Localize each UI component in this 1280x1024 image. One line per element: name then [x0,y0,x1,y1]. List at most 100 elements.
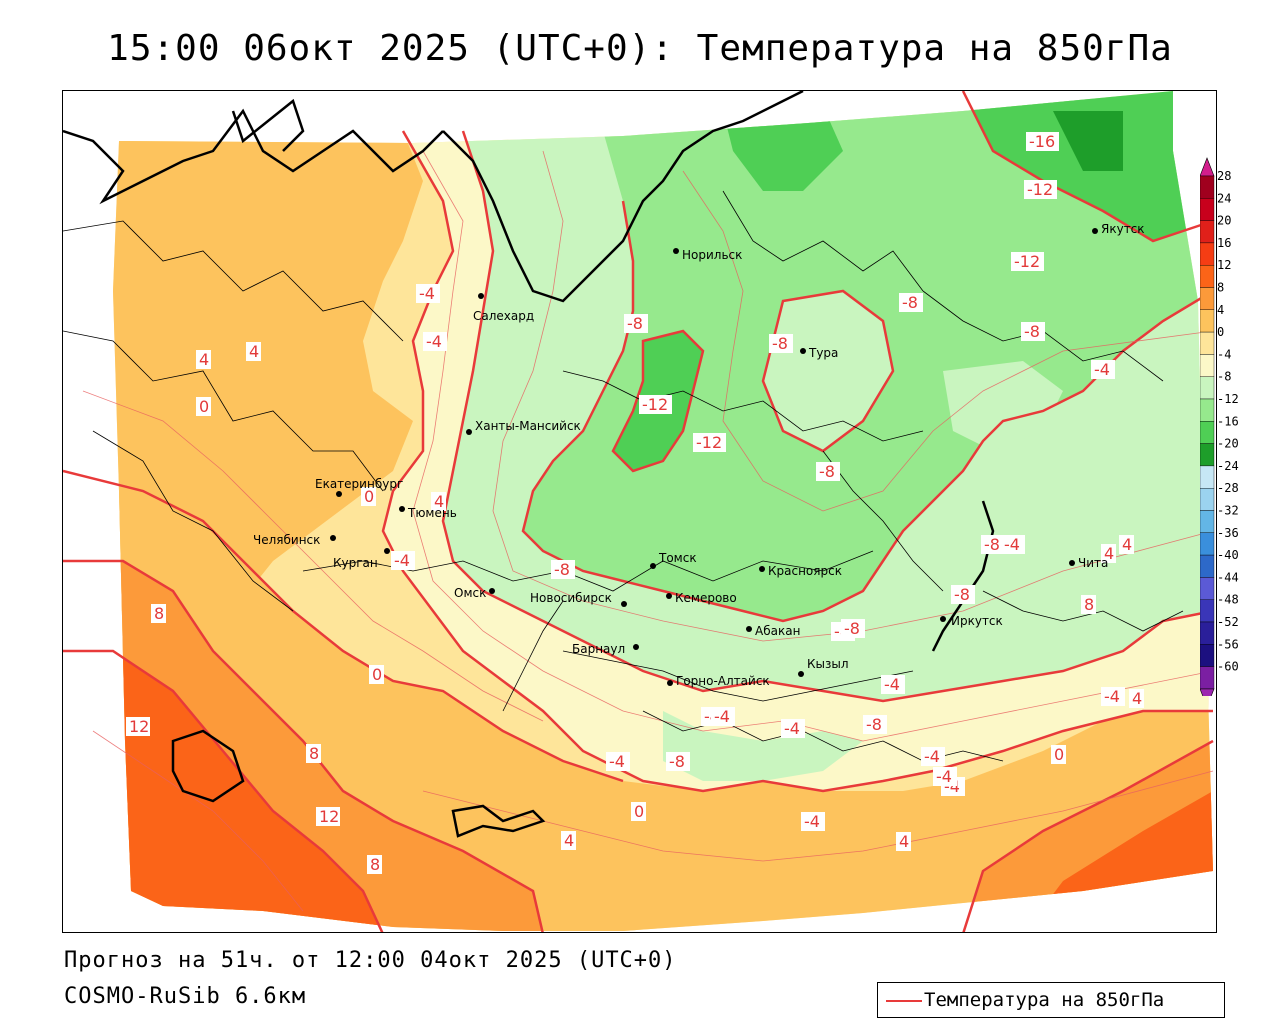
colorbar-swatch [1200,532,1215,556]
colorbar-swatch [1200,175,1215,199]
isotherm-label-bg [196,397,211,416]
isotherm-label-bg [933,767,957,786]
colorbar-swatch [1200,488,1215,511]
isotherm-label: -4 [784,719,800,738]
isotherm-label: 4 [1122,535,1132,554]
city-label: Норильск [682,248,742,262]
isotherm-label: -8 [554,560,570,579]
legend: Температура на 850гПа [877,982,1225,1018]
city-label: Омск [454,586,486,600]
city-dot [633,644,639,650]
isotherm-label: -4 [1004,535,1020,554]
isotherm-label-bg [606,752,630,771]
color-scale: 28 24 20 16 12 8 4 0 -4 -8 -12 -16 -20 -24 -28 -32 -36 -4… [1200,157,1239,696]
temperature-map[interactable]: -16-12-12-8-8-8-4-4-8-12-12-8-8-40 44 40-4… [63,91,1217,933]
isotherm-label-bg [693,433,726,452]
colorbar-label: 20 [1217,214,1231,228]
isotherm-label-bg [551,560,575,579]
isotherm-label-bg [841,619,865,638]
isotherm-label: 8 [309,744,319,763]
colorbar-swatch [1200,443,1215,467]
isotherm-label-bg [1051,745,1066,764]
colorbar-swatch [1200,309,1215,333]
isotherm-label-bg [1101,544,1116,563]
city-dot [673,248,679,254]
isotherm-label-bg [666,752,690,771]
city-dot [650,563,656,569]
isotherm-label-bg [801,812,825,831]
map-frame: -16 -12 -12 -8 -8 -8 -4 -4 -8 -12 -12 -8 -8 -4 0 4 4 4 0 -4… [62,90,1217,933]
colorbar-swatch [1200,198,1215,221]
colorbar-label: 16 [1217,236,1231,250]
city-dot [666,593,672,599]
colorbar-label: -28 [1217,481,1239,495]
colorbar-swatch [1200,398,1215,422]
colorbar-label: -32 [1217,504,1239,518]
isotherm-label-bg [1021,322,1045,341]
isotherm-label: 8 [1084,595,1094,614]
isotherm-label: -12 [1027,180,1053,199]
city-dot [800,348,806,354]
isotherm-label: -8 [819,462,835,481]
colorbar-label: -48 [1217,593,1239,607]
isotherm-label: -8 [627,314,643,333]
city-label: Чита [1078,556,1108,570]
city-dot [621,601,627,607]
city-label: Челябинск [253,533,320,547]
isotherm-label-bg [639,395,672,414]
isotherm-label: -8 [772,334,788,353]
isotherm-label-bg [416,284,440,303]
city-label: Кемерово [675,591,737,605]
legend-line-swatch [886,1000,922,1002]
city-dot [399,506,405,512]
isotherm-label-bg [769,334,793,353]
isotherm-label: 0 [199,397,209,416]
city-label: Курган [333,556,378,570]
isotherm-label: 0 [1054,745,1064,764]
colorbar-label: 12 [1217,258,1231,272]
city-label: Кызыл [807,657,849,671]
city-dot [336,491,342,497]
map-title: 15:00 06окт 2025 (UTC+0): Температура на… [107,28,1173,69]
colorbar-label: -36 [1217,526,1239,540]
colorbar-label: 4 [1217,303,1224,317]
isotherm-label-bg [126,717,150,736]
isotherm-label-bg [711,707,735,726]
colorbar-label: -16 [1217,414,1239,428]
city-label: Якутск [1101,222,1145,236]
city-label: Екатеринбург [315,477,403,491]
colorbar-swatch [1200,644,1215,667]
city-dot [1069,560,1075,566]
isotherm-label: -4 [714,707,730,726]
isotherm-label: 0 [372,665,382,684]
isotherm-label: 12 [319,807,339,826]
isotherm-label-bg [361,487,376,506]
isotherm-label: 4 [899,832,909,851]
colorbar-swatch [1200,421,1215,444]
isotherm-label-bg [151,604,166,623]
isotherm-lines [63,91,1214,932]
isotherm-label-bg [316,807,340,826]
city-label: Горно-Алтайск [676,674,770,688]
isotherm-label: -12 [642,395,668,414]
isotherm-label: -4 [1094,360,1110,379]
colorbar-swatch [1200,554,1215,578]
isotherm-label-bg [816,462,840,481]
city-dot [667,680,673,686]
colorbar-swatch [1200,376,1215,400]
isotherm-label: 8 [370,855,380,874]
isotherm-label: 4 [1104,544,1114,563]
city-dot [798,671,804,677]
colorbar-label: -52 [1217,615,1239,629]
colorbar-label: 8 [1217,281,1224,295]
colorbar-swatch [1200,264,1215,288]
isotherm-label: 0 [364,487,374,506]
colorbar-swatch [1200,599,1215,623]
city-label: Иркутск [951,614,1003,628]
isotherm-label: 0 [634,802,644,821]
model-name: COSMO-RuSib 6.6км [64,984,307,1009]
colorbar-swatch [1200,666,1215,690]
isotherm-label: 4 [249,342,259,361]
colorbar-swatch [1200,220,1215,244]
isotherm-label-bg [196,350,211,369]
